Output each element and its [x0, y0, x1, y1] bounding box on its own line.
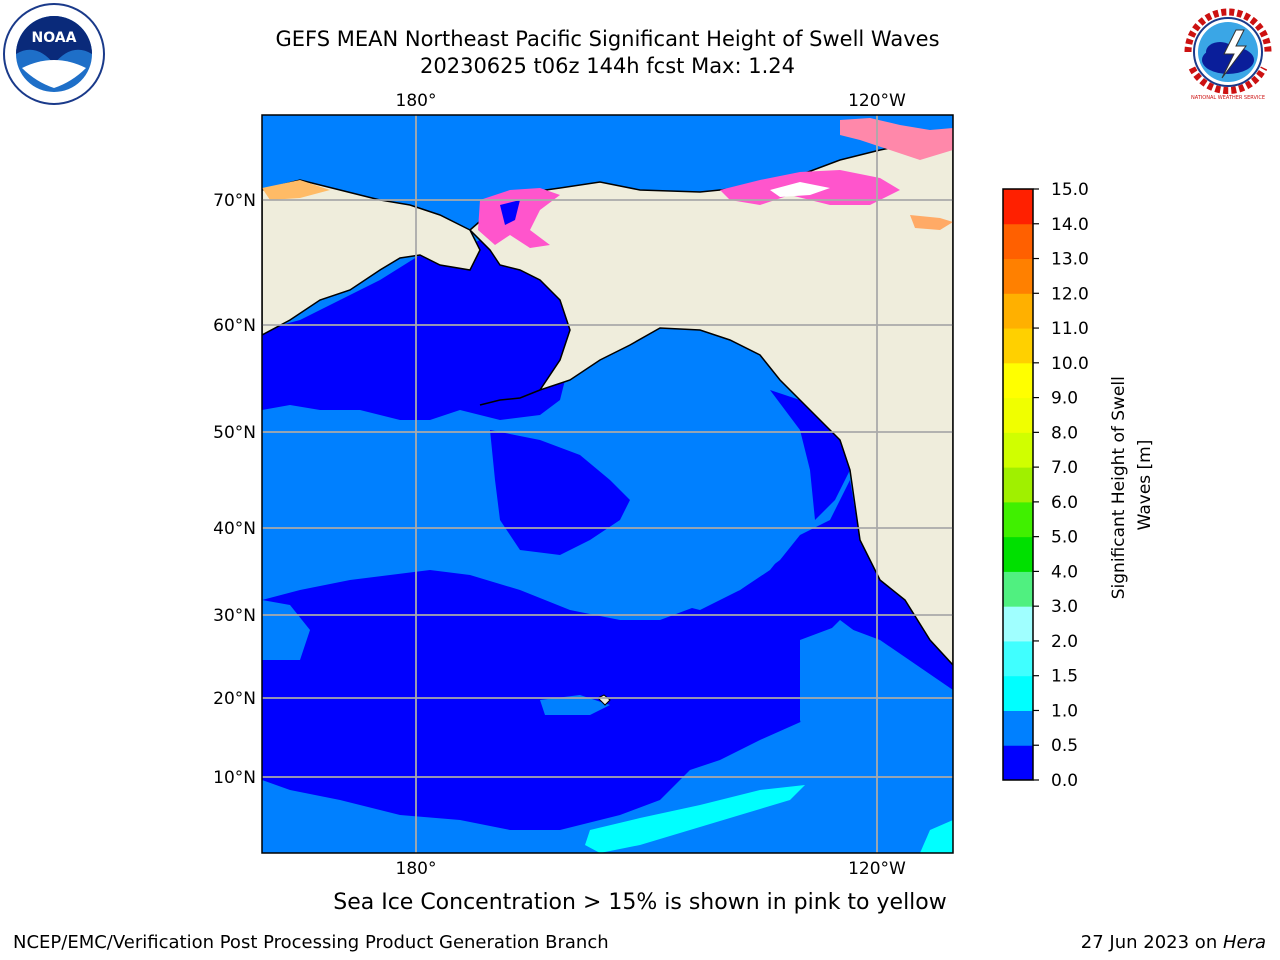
colorbar-segment: [1003, 223, 1033, 260]
colorbar-tick-label: 6.0: [1051, 493, 1078, 513]
colorbar-segment: [1003, 745, 1033, 781]
colorbar-tick-label: 12.0: [1051, 284, 1089, 304]
colorbar-tick-label: 5.0: [1051, 528, 1078, 548]
colorbar-tick-label: 8.0: [1051, 423, 1078, 443]
swell-region-1.0-1.5-edge: [920, 820, 953, 853]
colorbar-segment: [1003, 467, 1033, 503]
map-title: GEFS MEAN Northeast Pacific Significant …: [275, 27, 940, 51]
colorbar-segment: [1003, 710, 1033, 746]
noaa-logo-text: NOAA: [32, 30, 77, 46]
colorbar-label: Significant Height of Swell Waves [m]: [1109, 371, 1155, 600]
colorbar-tick-label: 11.0: [1051, 319, 1089, 339]
colorbar-tick-label: 0.0: [1051, 771, 1078, 791]
colorbar-tick-label: 7.0: [1051, 458, 1078, 478]
colorbar-tick-label: 1.0: [1051, 701, 1078, 721]
footer-date: 27 Jun 2023 on Hera: [1081, 932, 1266, 953]
sea-ice-region: [262, 118, 953, 248]
map-frame: [261, 114, 954, 854]
map-subtitle: 20230625 t06z 144h fcst Max: 1.24: [420, 54, 795, 78]
swell-region-0-0.5: [262, 225, 953, 830]
lat-label: 60°N: [213, 316, 256, 336]
colorbar-tick-label: 3.0: [1051, 597, 1078, 617]
colorbar-segment: [1003, 501, 1033, 538]
lon-label-top: 120°W: [848, 91, 906, 111]
colorbar-segment: [1003, 606, 1033, 642]
swell-region-1.0-1.5: [585, 785, 805, 853]
colorbar-tick-label: 15.0: [1051, 180, 1089, 200]
colorbar-label-line1: Significant Height of Swell: [1109, 376, 1129, 599]
colorbar-segment: [1003, 258, 1033, 294]
caption: Sea Ice Concentration > 15% is shown in …: [333, 890, 947, 915]
lat-label: 50°N: [213, 423, 256, 443]
colorbar-tick-label: 2.0: [1051, 632, 1078, 652]
colorbar-tick-label: 1.5: [1051, 667, 1078, 687]
colorbar-label-line2: Waves [m]: [1135, 440, 1155, 531]
lon-label-bottom: 120°W: [848, 859, 906, 879]
footer-host: Hera: [1222, 932, 1266, 953]
colorbar-segment: [1003, 571, 1033, 607]
colorbar-segment: [1003, 397, 1033, 433]
colorbar-segment: [1003, 293, 1033, 329]
lat-label: 30°N: [213, 606, 256, 626]
land-siberia: [262, 179, 481, 336]
map-area: [262, 115, 953, 853]
nws-logo-text: NATIONAL WEATHER SERVICE: [1191, 95, 1265, 101]
lat-label: 10°N: [213, 768, 256, 788]
lat-label: 40°N: [213, 519, 256, 539]
nws-logo: NATIONAL WEATHER SERVICE: [1180, 4, 1276, 101]
colorbar-segment: [1003, 189, 1033, 225]
lat-label: 20°N: [213, 689, 256, 709]
colorbar-tick-label: 14.0: [1051, 215, 1089, 235]
colorbar-tick-label: 4.0: [1051, 562, 1078, 582]
lon-label-top: 180°: [396, 91, 437, 111]
graticule: [262, 115, 953, 853]
colorbar-segment: [1003, 432, 1033, 468]
colorbar-tick-label: 10.0: [1051, 354, 1089, 374]
footer-date-text: 27 Jun 2023 on: [1080, 932, 1223, 953]
footer-credit: NCEP/EMC/Verification Post Processing Pr…: [13, 932, 609, 953]
colorbar-tick-label: 0.5: [1051, 736, 1078, 756]
colorbar-segment: [1003, 536, 1033, 572]
noaa-logo: NOAA: [3, 3, 105, 105]
colorbar-tick-label: 13.0: [1051, 250, 1089, 270]
colorbar-frame: [1002, 188, 1034, 781]
lat-label: 70°N: [213, 191, 256, 211]
lon-label-bottom: 180°: [396, 859, 437, 879]
colorbar-segment: [1003, 362, 1033, 399]
aleutian-coast: [479, 389, 541, 406]
colorbar-tick-label: 9.0: [1051, 389, 1078, 409]
colorbar: 0.0 0.5 1.0 1.5 2.0 3.0 4.0 5.0 6.0 7.0 8.0 9.0 10.0…: [1002, 180, 1089, 791]
colorbar-segment: [1003, 328, 1033, 364]
colorbar-segment: [1003, 640, 1033, 677]
colorbar-segment: [1003, 675, 1033, 711]
